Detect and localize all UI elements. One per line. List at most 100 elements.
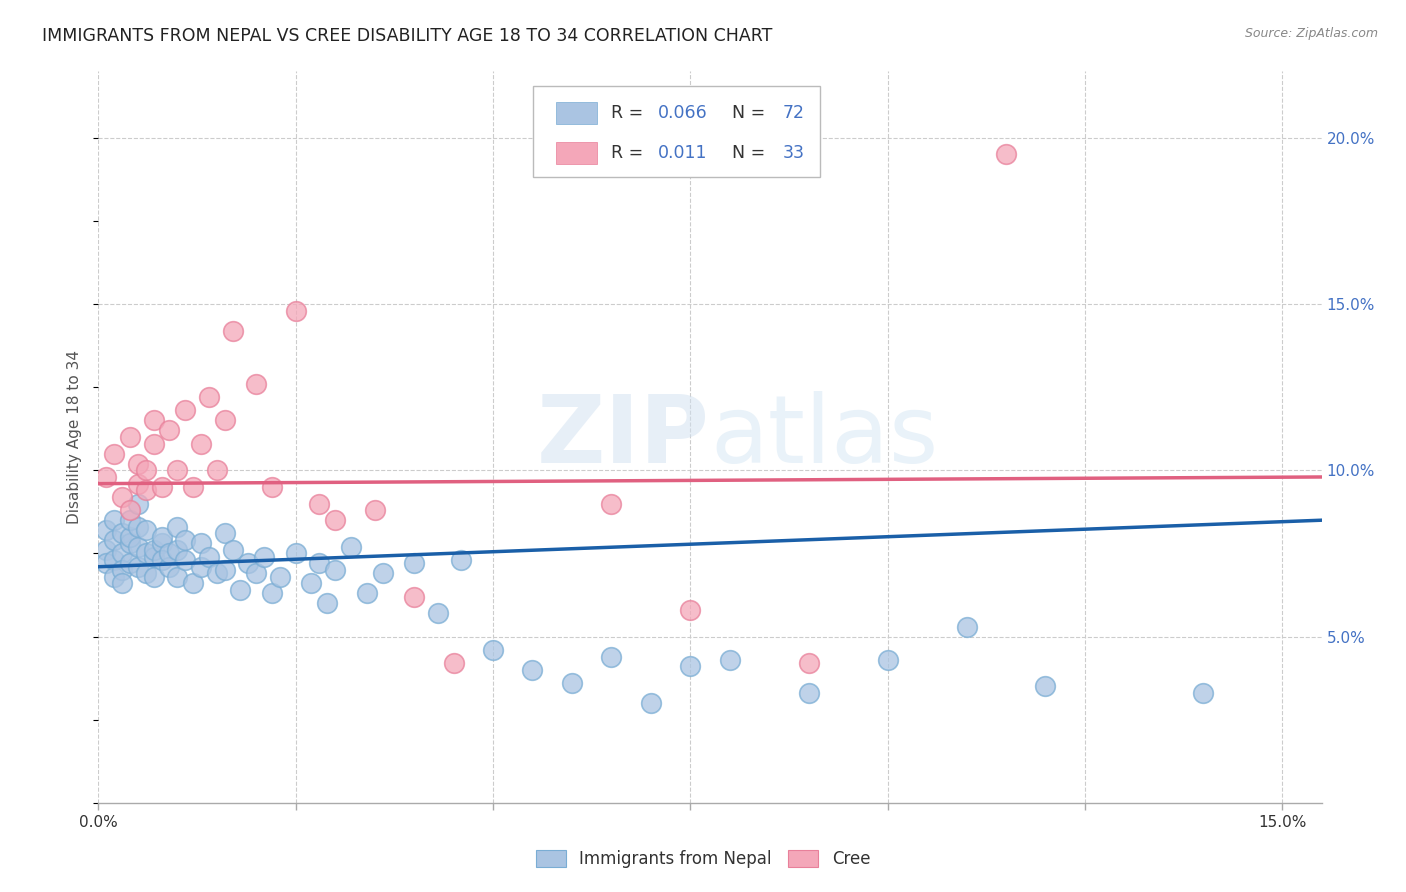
Text: IMMIGRANTS FROM NEPAL VS CREE DISABILITY AGE 18 TO 34 CORRELATION CHART: IMMIGRANTS FROM NEPAL VS CREE DISABILITY… — [42, 27, 772, 45]
Point — [111, 546, 134, 560]
Point — [174, 553, 197, 567]
Point — [356, 586, 378, 600]
Point — [118, 557, 141, 571]
Point — [127, 476, 149, 491]
Point — [221, 324, 243, 338]
Point — [245, 566, 267, 581]
Point — [166, 463, 188, 477]
Point — [205, 463, 228, 477]
Point — [955, 619, 977, 633]
Point — [308, 557, 330, 571]
Point — [214, 526, 236, 541]
Point — [260, 480, 283, 494]
Text: N =: N = — [721, 103, 770, 122]
FancyBboxPatch shape — [555, 142, 598, 164]
Point — [103, 447, 125, 461]
Point — [166, 543, 188, 558]
Point — [135, 566, 157, 581]
Point — [198, 390, 221, 404]
Text: 72: 72 — [782, 103, 804, 122]
Text: Source: ZipAtlas.com: Source: ZipAtlas.com — [1244, 27, 1378, 40]
Point — [640, 696, 662, 710]
Point — [797, 656, 820, 670]
Point — [96, 557, 118, 571]
Point — [1035, 680, 1057, 694]
Point — [308, 497, 330, 511]
Point — [96, 470, 118, 484]
Point — [103, 513, 125, 527]
Point — [174, 403, 197, 417]
Point — [1192, 686, 1215, 700]
Text: 0.011: 0.011 — [658, 144, 707, 161]
Y-axis label: Disability Age 18 to 34: Disability Age 18 to 34 — [67, 350, 83, 524]
Point — [522, 663, 544, 677]
Point — [142, 549, 165, 564]
Point — [363, 503, 385, 517]
Point — [118, 430, 141, 444]
Point — [797, 686, 820, 700]
Point — [994, 147, 1017, 161]
Point — [159, 546, 181, 560]
Point — [127, 520, 149, 534]
Point — [150, 530, 173, 544]
Text: 0.066: 0.066 — [658, 103, 707, 122]
Point — [111, 563, 134, 577]
Point — [404, 557, 426, 571]
Point — [118, 530, 141, 544]
Point — [205, 566, 228, 581]
Point — [323, 563, 346, 577]
Point — [269, 570, 291, 584]
Point — [600, 649, 623, 664]
Point — [245, 376, 267, 391]
Point — [103, 553, 125, 567]
Point — [181, 480, 204, 494]
Point — [118, 503, 141, 517]
Text: N =: N = — [721, 144, 770, 161]
Point — [679, 659, 702, 673]
Point — [142, 570, 165, 584]
Point — [214, 563, 236, 577]
Point — [214, 413, 236, 427]
FancyBboxPatch shape — [533, 86, 820, 178]
Point — [679, 603, 702, 617]
Point — [142, 413, 165, 427]
Point — [301, 576, 323, 591]
Point — [142, 543, 165, 558]
Point — [142, 436, 165, 450]
Point — [198, 549, 221, 564]
Point — [103, 533, 125, 548]
Point — [221, 543, 243, 558]
Point — [118, 513, 141, 527]
Point — [284, 546, 307, 560]
Point — [127, 559, 149, 574]
Point — [111, 490, 134, 504]
Point — [600, 497, 623, 511]
Text: R =: R = — [612, 144, 648, 161]
Point — [103, 570, 125, 584]
Point — [150, 536, 173, 550]
Point — [876, 653, 898, 667]
Point — [96, 543, 118, 558]
Point — [190, 559, 212, 574]
Point — [450, 553, 472, 567]
Point — [118, 536, 141, 550]
Text: 33: 33 — [782, 144, 804, 161]
Point — [135, 546, 157, 560]
Point — [159, 424, 181, 438]
Legend: Immigrants from Nepal, Cree: Immigrants from Nepal, Cree — [529, 843, 877, 875]
Point — [371, 566, 394, 581]
Point — [150, 480, 173, 494]
Point — [316, 596, 339, 610]
Point — [159, 559, 181, 574]
Point — [150, 553, 173, 567]
Text: R =: R = — [612, 103, 648, 122]
Point — [111, 576, 134, 591]
Text: atlas: atlas — [710, 391, 938, 483]
Point — [340, 540, 363, 554]
Point — [135, 483, 157, 498]
Point — [238, 557, 260, 571]
Point — [174, 533, 197, 548]
Point — [190, 536, 212, 550]
Text: ZIP: ZIP — [537, 391, 710, 483]
FancyBboxPatch shape — [555, 102, 598, 124]
